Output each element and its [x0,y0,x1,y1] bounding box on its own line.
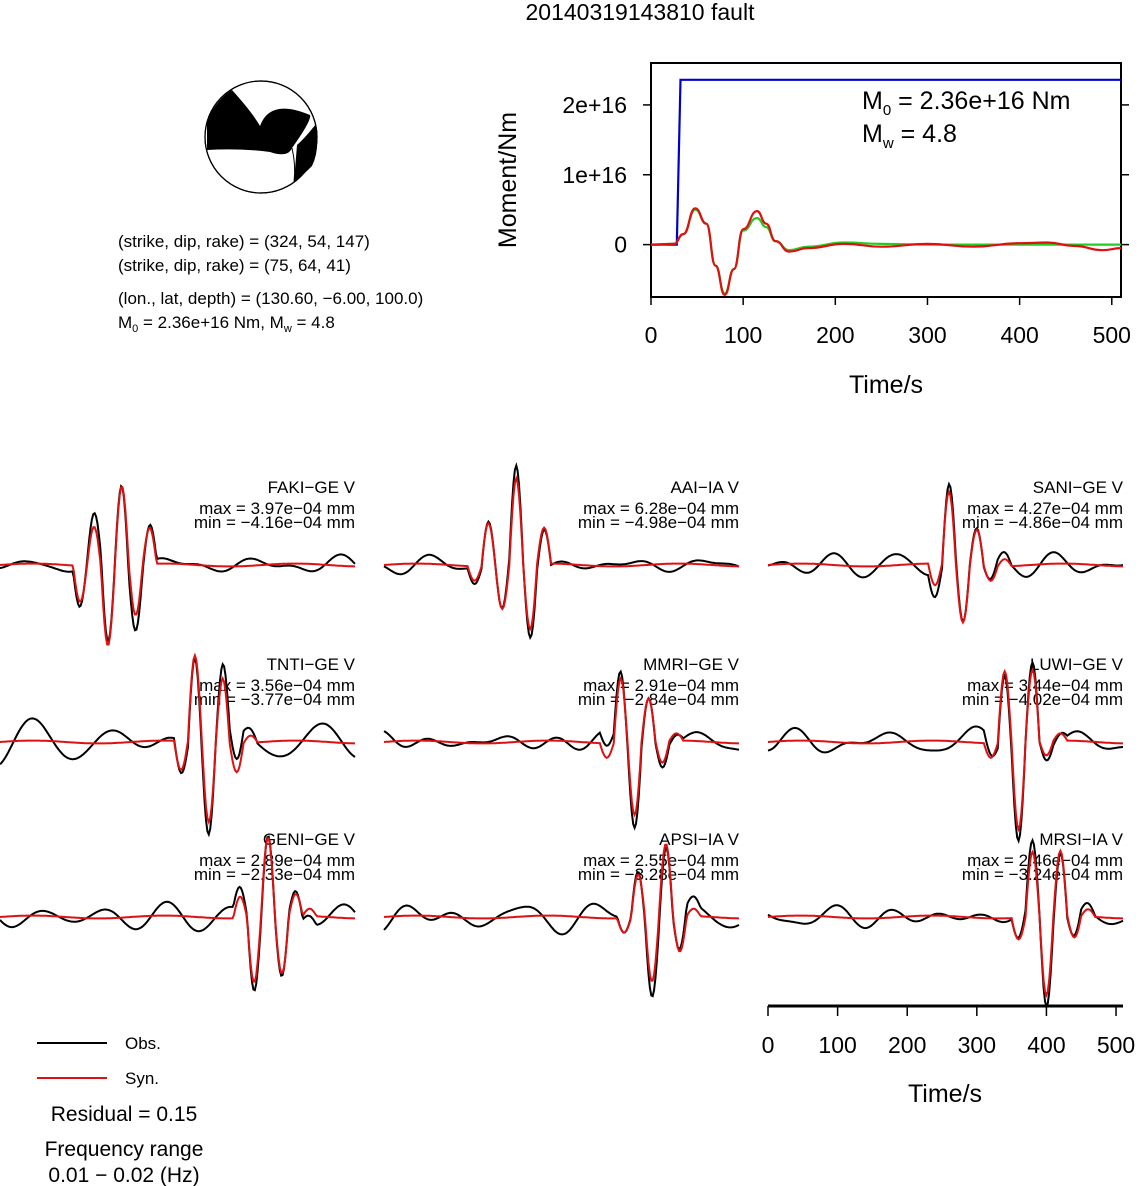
nodal-plane-1: (strike, dip, rake) = (324, 54, 147) [118,232,370,251]
station-min-amplitude: min = −2.84e−04 mm [578,690,739,709]
synthetic-waveform [0,486,355,646]
station-max-amplitude: max = 3.97e−04 mm [199,499,355,518]
observed-waveform [383,462,740,641]
time-axis-tick-label: 100 [818,1032,856,1058]
station-name: AAI−IA V [670,478,739,497]
station-max-amplitude: max = 2.89e−04 mm [199,851,355,870]
stf-xlabel: Time/s [849,371,923,399]
time-axis-tick-label: 200 [888,1032,926,1058]
moment-magnitude: M0 = 2.36e+16 Nm, Mw = 4.8 [118,313,335,335]
stf-plot-frame [650,62,1122,298]
observed-waveform [383,845,740,998]
source-time-function-plot: 0 100 200 300 400 500 0 1e+16 2e+16 Moment/Nm Ti… [494,62,1131,399]
stf-red-line [650,207,1122,297]
station-max-amplitude: max = 3.56e−04 mm [199,676,355,695]
station-min-amplitude: min = −2.33e−04 mm [194,865,355,884]
station-min-amplitude: min = −4.86e−04 mm [962,513,1123,532]
mechanism-info: (strike, dip, rake) = (324, 54, 147) (st… [118,232,423,335]
frequency-range: 0.01 − 0.02 (Hz) [48,1164,199,1186]
stf-ylabel: Moment/Nm [494,112,522,248]
stf-x-tick-label: 100 [724,322,762,348]
stf-y-tick-label: 1e+16 [562,162,627,188]
synthetic-waveform [383,843,739,982]
stf-y-tick-label: 2e+16 [562,92,627,118]
observed-waveform [0,484,356,643]
station-min-amplitude: min = −4.16e−04 mm [194,513,355,532]
location-depth: (lon., lat, depth) = (130.60, −6.00, 100… [118,289,423,308]
synthetic-waveform [383,475,739,632]
stf-axes: 0 100 200 300 400 500 0 1e+16 2e+16 [562,92,1131,348]
station-name: FAKI−GE V [268,478,356,497]
observed-waveform [767,659,1124,844]
synthetic-waveform [0,837,355,983]
station-name: TNTI−GE V [267,655,356,674]
station-max-amplitude: max = 6.28e−04 mm [583,499,739,518]
station-name: SANI−GE V [1033,478,1124,497]
residual-label: Residual = 0.15 [51,1103,198,1126]
legend-obs-label: Obs. [125,1034,161,1053]
time-axis-tick-label: 500 [1097,1032,1135,1058]
stf-series [650,78,1122,297]
synthetic-waveform [767,667,1123,833]
stf-x-tick-label: 500 [1093,322,1131,348]
station-max-amplitude: max = 4.27e−04 mm [967,499,1123,518]
stf-x-tick-label: 400 [1000,322,1038,348]
station-min-amplitude: min = −3.24e−04 mm [962,865,1123,884]
stf-x-tick-label: 300 [908,322,946,348]
synthetic-waveform [0,652,355,825]
stf-mw-annotation: Mw = 4.8 [862,120,957,152]
beachball-icon [204,80,318,194]
stf-x-tick-label: 200 [816,322,854,348]
waveform-xlabel: Time/s [908,1080,982,1108]
legend-syn-label: Syn. [125,1069,159,1088]
time-axis-tick-label: 300 [958,1032,996,1058]
synthetic-waveform [767,848,1123,999]
station-name: MRSI−IA V [1039,830,1123,849]
legend: Obs. Syn. [37,1034,161,1088]
station-name: GENI−GE V [263,830,356,849]
station-name: LUWI−GE V [1030,655,1124,674]
synthetic-waveform [383,676,739,818]
stf-y-tick-label: 0 [614,232,627,258]
stf-m0-annotation: M0 = 2.36e+16 Nm [862,87,1070,119]
nodal-plane-2: (strike, dip, rake) = (75, 64, 41) [118,256,351,275]
station-name: MMRI−GE V [643,655,740,674]
station-min-amplitude: min = −4.02e−04 mm [962,690,1123,709]
synthetic-waveform [767,489,1123,625]
station-min-amplitude: min = −4.98e−04 mm [578,513,739,532]
station-name: APSI−IA V [659,830,740,849]
figure-title: 20140319143810 fault [526,0,756,25]
station-max-amplitude: max = 2.46e−04 mm [967,851,1123,870]
station-max-amplitude: max = 2.55e−04 mm [583,851,739,870]
waveform-time-axis: Time/s 0 100 200 300 400 500 [762,1004,1135,1108]
stf-green-line [650,208,1121,295]
time-axis-tick-label: 0 [762,1032,775,1058]
time-axis-tick-label: 400 [1027,1032,1065,1058]
station-min-amplitude: min = −3.28e−04 mm [578,865,739,884]
frequency-title: Frequency range [45,1138,204,1161]
stf-x-tick-label: 0 [645,322,658,348]
station-min-amplitude: min = −3.77e−04 mm [194,690,355,709]
